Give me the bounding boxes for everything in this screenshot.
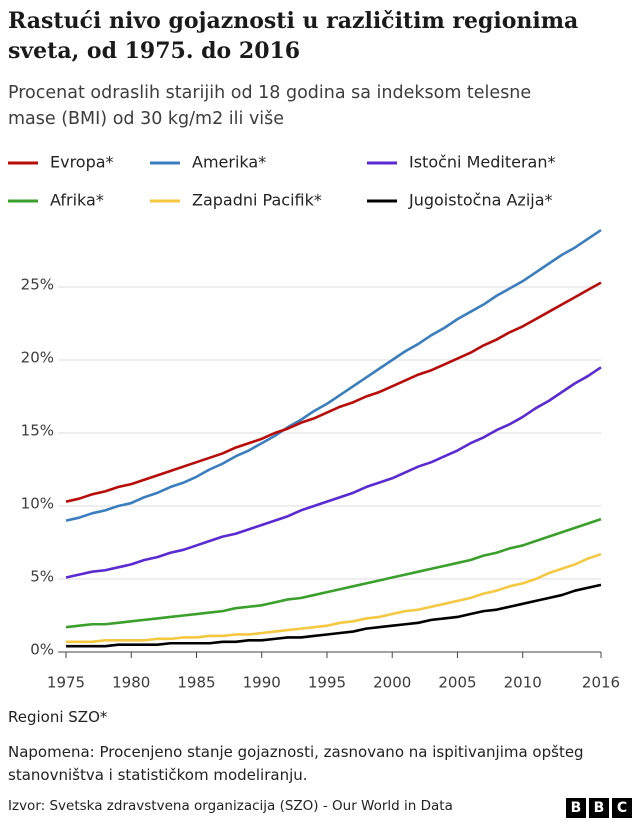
x-tick-label: 2000 [373,674,411,692]
x-tick-label: 2016 [582,674,620,692]
x-tick-label: 2005 [438,674,476,692]
legend-label: Evropa* [50,153,114,172]
logo-letter: C [612,798,632,818]
legend-label: Jugoistočna Azija* [408,191,553,210]
series-line [65,366,602,579]
y-tick-label: 25% [21,276,54,294]
x-tick-label: 1975 [47,674,85,692]
chart-subtitle: Procenat odraslih starijih od 18 godina … [8,83,532,129]
logo-letter: B [566,798,586,818]
legend-title: Regioni SZO* [8,708,108,726]
legend-label: Zapadni Pacifik* [192,191,322,210]
note: Napomena: Procenjeno stanje gojaznosti, … [8,743,584,784]
x-tick-label: 1995 [308,674,346,692]
logo: B B C [566,798,632,818]
x-tick-label: 1985 [177,674,215,692]
legend-label: Amerika* [192,153,266,172]
x-tick-label: 1980 [112,674,150,692]
legend-label: Afrika* [50,191,104,210]
x-tick-label: 1990 [243,674,281,692]
series-line [66,552,602,644]
y-tick-label: 5% [30,568,54,586]
y-tick-label: 15% [21,422,54,440]
source: Izvor: Svetska zdravstvena organizacija … [8,798,453,814]
series-line [65,228,602,522]
chart-title: Rastući nivo gojaznosti u različitim reg… [8,8,579,64]
x-tick-label: 2010 [504,674,542,692]
y-tick-label: 20% [21,349,54,367]
y-tick-label: 0% [30,641,54,659]
y-tick-label: 10% [21,495,54,513]
series-line [66,583,602,648]
logo-letter: B [589,798,609,818]
series-line [65,281,602,503]
series-line [65,517,602,629]
legend-label: Istočni Mediteran* [409,153,555,172]
